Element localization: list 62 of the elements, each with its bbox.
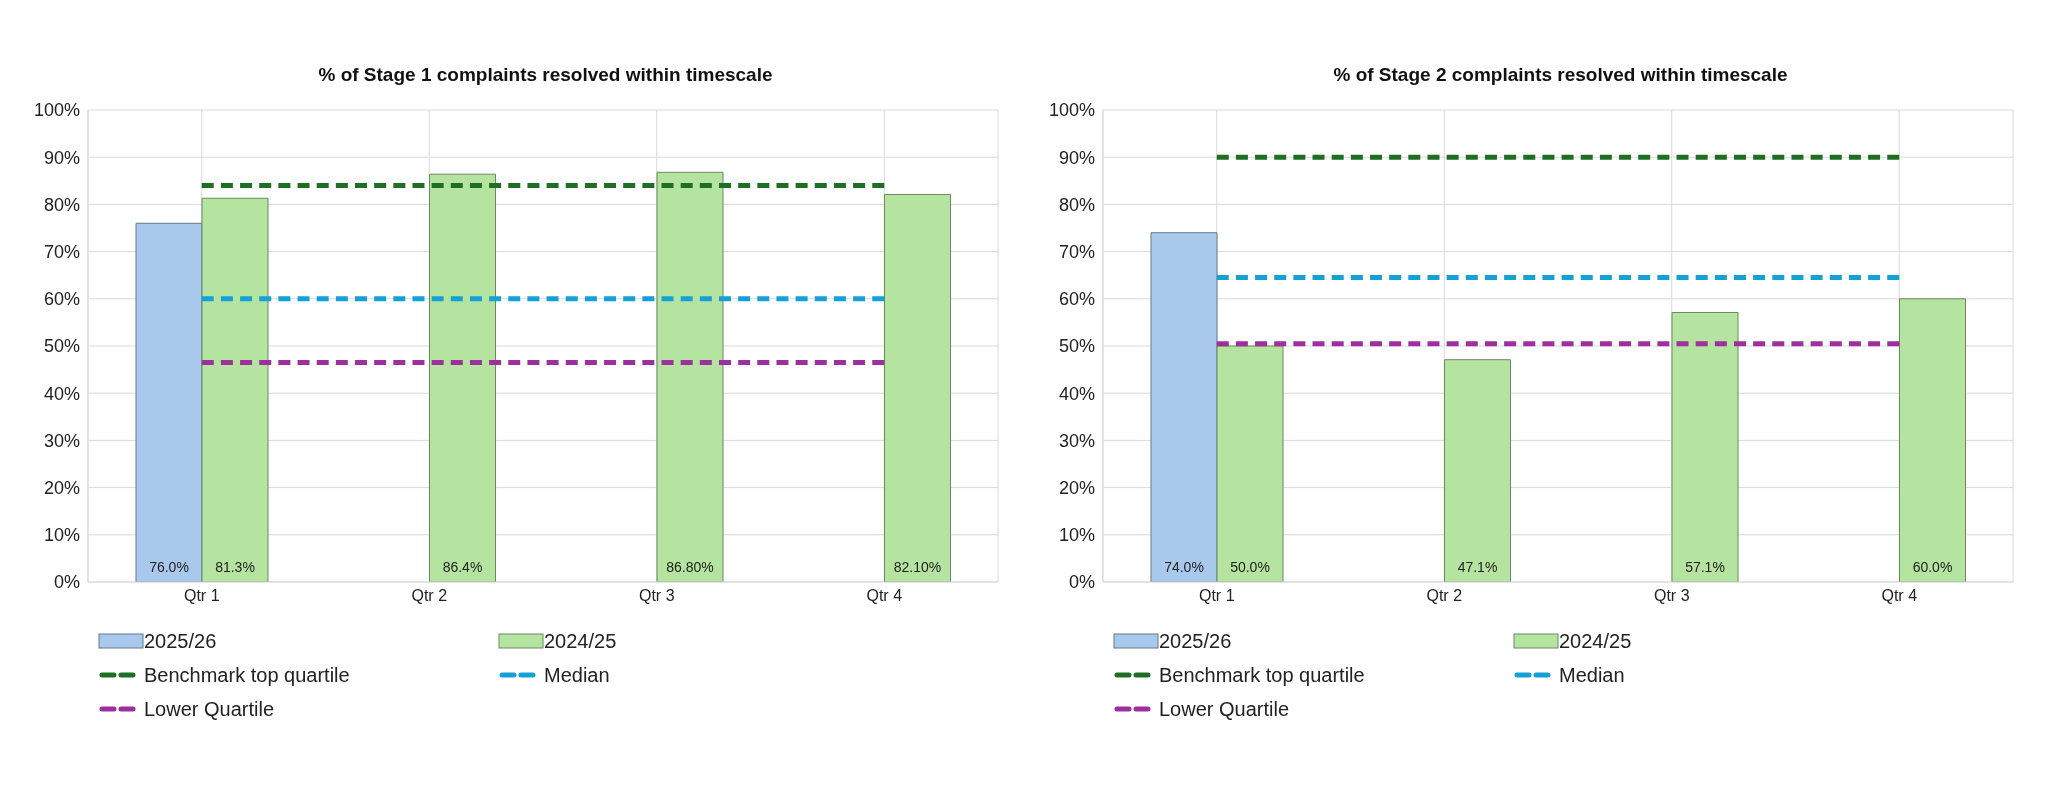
y-tick-label: 90% (1058, 147, 1095, 168)
x-tick-label: Qtr 4 (1881, 587, 1918, 605)
bar (1444, 359, 1511, 582)
legend-label: Benchmark top quartile (144, 663, 350, 687)
y-tick-label: 30% (43, 430, 80, 451)
y-tick-label: 50% (1058, 336, 1095, 357)
data-label: 74.0% (1164, 559, 1204, 575)
y-tick-label: 70% (43, 241, 80, 262)
legend-label: Lower Quartile (144, 697, 275, 721)
y-tick-label: 40% (43, 383, 80, 404)
data-label: 81.3% (215, 559, 255, 575)
bar (429, 173, 496, 582)
chart-title: % of Stage 1 complaints resolved within timescale (317, 63, 774, 87)
y-tick-label: 70% (1058, 241, 1095, 262)
legend-label: 2024/25 (1559, 629, 1632, 653)
x-tick-label: Qtr 3 (1653, 587, 1690, 605)
data-label: 86.80% (666, 559, 714, 575)
y-tick-label: 0% (1068, 572, 1095, 593)
data-label: 47.1% (1457, 559, 1498, 575)
y-tick-label: 60% (1058, 289, 1095, 310)
y-tick-label: 40% (1058, 383, 1095, 404)
legend-label: 2025/26 (1159, 629, 1232, 653)
bar (1671, 311, 1739, 582)
x-tick-label: Qtr 3 (638, 587, 675, 605)
y-tick-label: 100% (33, 100, 80, 121)
x-tick-label: Qtr 1 (183, 587, 220, 605)
y-tick-label: 20% (43, 477, 80, 498)
x-tick-label: Qtr 1 (1198, 587, 1235, 605)
y-tick-label: 20% (1058, 477, 1095, 498)
legend-label: Lower Quartile (1159, 697, 1290, 721)
y-tick-label: 10% (43, 525, 80, 546)
data-label: 82.10% (893, 559, 942, 575)
legend-label: Benchmark top quartile (1159, 663, 1365, 687)
bar (1899, 298, 1966, 582)
data-label: 86.4% (442, 559, 483, 575)
legend-label: 2024/25 (544, 629, 617, 653)
x-tick-label: Qtr 2 (1426, 587, 1463, 605)
y-tick-label: 50% (43, 336, 80, 357)
bar (201, 197, 269, 582)
y-tick-label: 80% (1058, 194, 1095, 215)
x-tick-label: Qtr 2 (411, 587, 448, 605)
legend-label: Median (1559, 663, 1625, 687)
y-tick-label: 100% (1048, 100, 1095, 121)
legend-label: 2025/26 (144, 629, 217, 653)
y-tick-label: 0% (53, 572, 80, 593)
bar (1216, 345, 1284, 582)
y-tick-label: 80% (43, 194, 80, 215)
data-label: 76.0% (149, 559, 189, 575)
y-tick-label: 30% (1058, 430, 1095, 451)
data-label: 57.1% (1685, 559, 1725, 575)
legend-label: Median (544, 663, 610, 687)
bar (135, 222, 203, 582)
x-tick-label: Qtr 4 (866, 587, 903, 605)
y-tick-label: 60% (43, 289, 80, 310)
data-label: 50.0% (1230, 559, 1270, 575)
bar (884, 193, 951, 582)
bar (656, 171, 724, 582)
y-tick-label: 10% (1058, 525, 1095, 546)
bar (1150, 232, 1218, 582)
data-label: 60.0% (1912, 559, 1953, 575)
chart-title: % of Stage 2 complaints resolved within timescale (1332, 63, 1789, 87)
y-tick-label: 90% (43, 147, 80, 168)
